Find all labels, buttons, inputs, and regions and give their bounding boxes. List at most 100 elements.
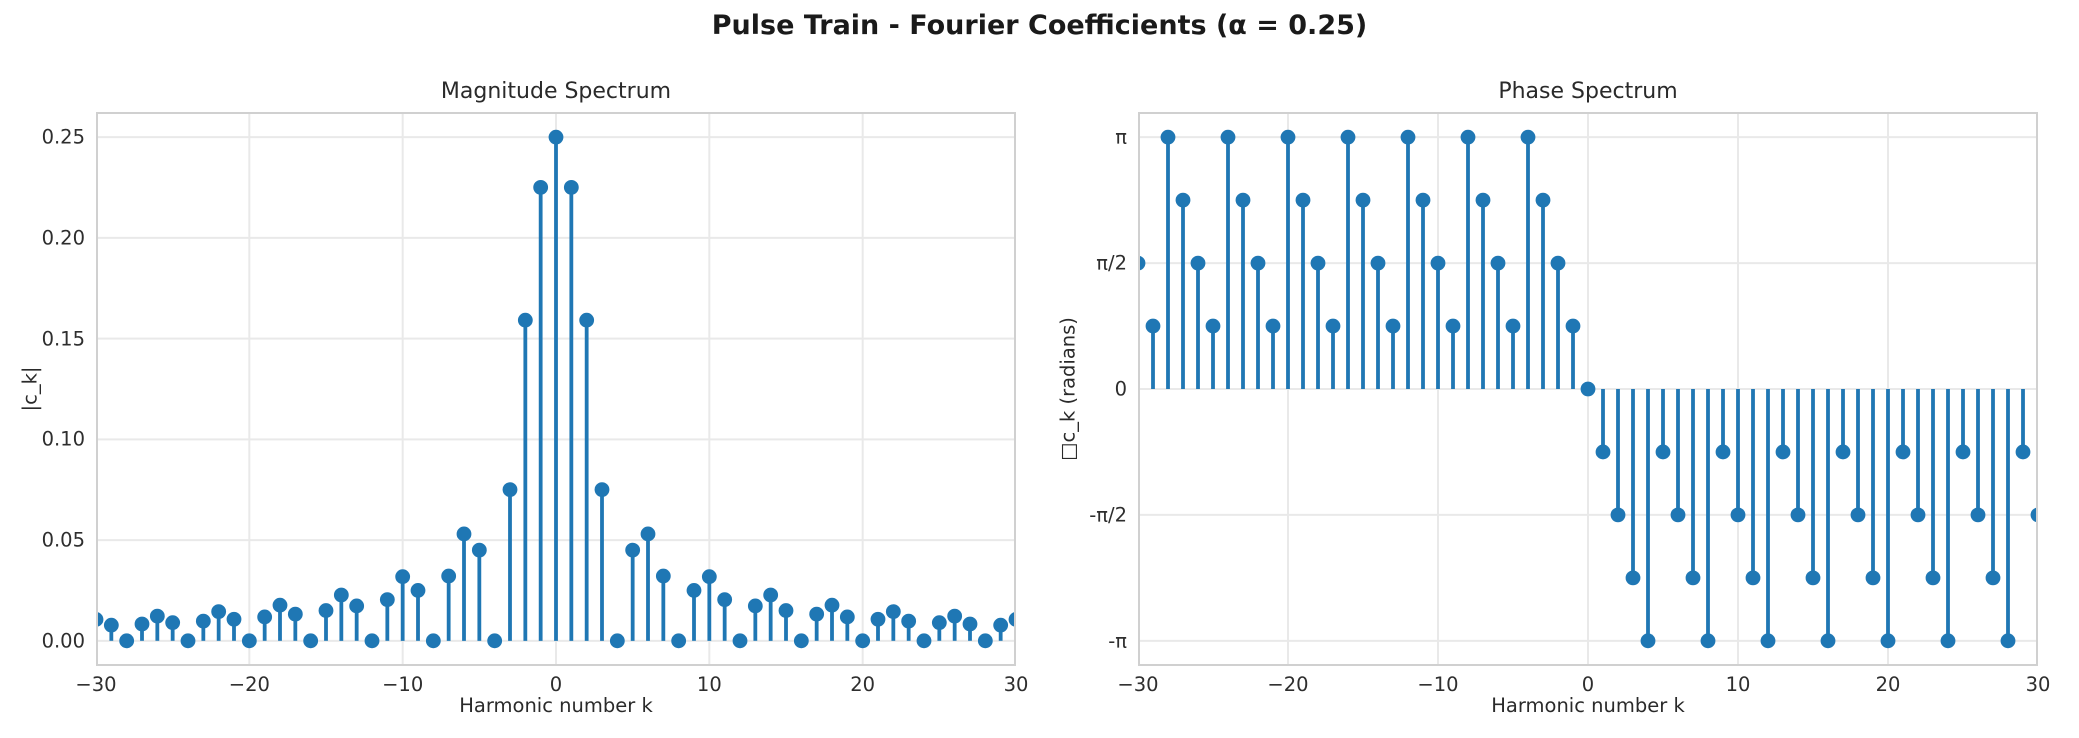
stem-marker [1670,507,1686,523]
stem-marker [1730,507,1746,523]
axes-frame [1138,112,2038,666]
stem-marker [103,617,119,633]
phase-axes [1138,112,2038,666]
stem-marker [349,598,365,614]
stem-marker [885,604,901,620]
stem-marker [778,603,794,618]
stem-marker [1640,633,1656,649]
x-tick-label: −20 [1267,673,1309,696]
x-tick-label: 10 [1725,673,1751,696]
stem-marker [1205,318,1221,334]
stem-marker [594,482,610,498]
stem-marker [1595,444,1611,460]
stem-marker [1685,570,1701,586]
stem-marker [1175,192,1191,208]
stem-marker [195,613,211,629]
x-tick-label: 30 [2025,673,2051,696]
stem-marker [1715,444,1731,460]
stem-marker [1370,255,1386,271]
stem-marker [1190,255,1206,271]
stem-marker [1520,129,1536,145]
x-tick-label: −10 [382,673,424,696]
stem-marker [732,633,748,649]
stem-marker [533,179,549,195]
stem-marker [977,633,993,649]
stem-marker [579,312,595,328]
stem-marker [1580,381,1596,397]
stem-marker [241,633,257,649]
stem-marker [1220,129,1236,145]
stem-marker [809,606,825,622]
y-tick-label: 0.15 [41,327,85,351]
stem-marker [410,583,426,598]
phase-y-axis-label: □c_k (radians) [1056,317,1080,461]
stem-marker [1880,633,1896,649]
stem-marker [1820,633,1836,649]
magnitude-y-axis-label: |c_k| [18,366,42,412]
stem-marker [119,633,135,649]
stem-marker [456,526,472,542]
stem-marker [425,633,441,649]
stem-marker [747,598,763,614]
stem-marker [1790,507,1806,523]
stem-marker [1970,507,1986,523]
stem-marker [1400,129,1416,145]
x-tick-label: 10 [696,673,722,696]
stem-marker [1145,318,1161,334]
stem-marker [1295,192,1311,208]
stem-marker [1760,633,1776,649]
stem-marker [1325,318,1341,334]
stem-marker [1265,318,1281,334]
stem-marker [686,583,702,598]
axes-frame [96,112,1016,666]
stem-marker [180,633,196,649]
stem-marker [1430,255,1446,271]
stem-marker [1865,570,1881,586]
stem-marker [655,568,671,584]
y-tick-label: -π [1108,629,1127,653]
stem-marker [1925,570,1941,586]
stem-marker [149,608,165,624]
magnitude-axes [96,112,1016,666]
stem-marker [931,615,947,631]
stem-marker [364,633,380,649]
phase-plot-title: Phase Spectrum [1498,79,1678,104]
x-tick-label: −20 [228,673,270,696]
stem-marker [1610,507,1626,523]
stem-marker [134,616,150,632]
x-tick-label: 0 [549,673,563,696]
stem-marker [793,633,809,649]
stem-marker [717,592,733,608]
stem-marker [211,604,227,620]
stem-marker [226,611,242,627]
stem-marker [2000,633,2016,649]
stem-marker [165,615,181,631]
stem-marker [1940,633,1956,649]
stem-marker [1445,318,1461,334]
stem-marker [1235,192,1251,208]
stem-marker [824,597,840,613]
stem-marker [1385,318,1401,334]
stem-marker [1280,129,1296,145]
stem-marker [993,617,1009,633]
y-tick-label: 0.25 [41,125,85,149]
y-tick-label: 0.05 [41,528,85,552]
stem-marker [502,482,518,498]
stem-marker [1340,129,1356,145]
stem-marker [1535,192,1551,208]
stem-marker [441,568,457,584]
stem-marker [1460,129,1476,145]
stem-marker [1775,444,1791,460]
stem-marker [487,633,503,649]
stem-marker [1490,255,1506,271]
stem-marker [1565,318,1581,334]
stem-marker [1475,192,1491,208]
stem-marker [1805,570,1821,586]
stem-marker [1745,570,1761,586]
stem-marker [471,542,487,558]
stem-marker [916,633,932,649]
x-tick-label: 0 [1581,673,1595,696]
stem-marker [1505,318,1521,334]
stem-marker [1895,444,1911,460]
y-tick-label: 0 [1114,377,1127,401]
